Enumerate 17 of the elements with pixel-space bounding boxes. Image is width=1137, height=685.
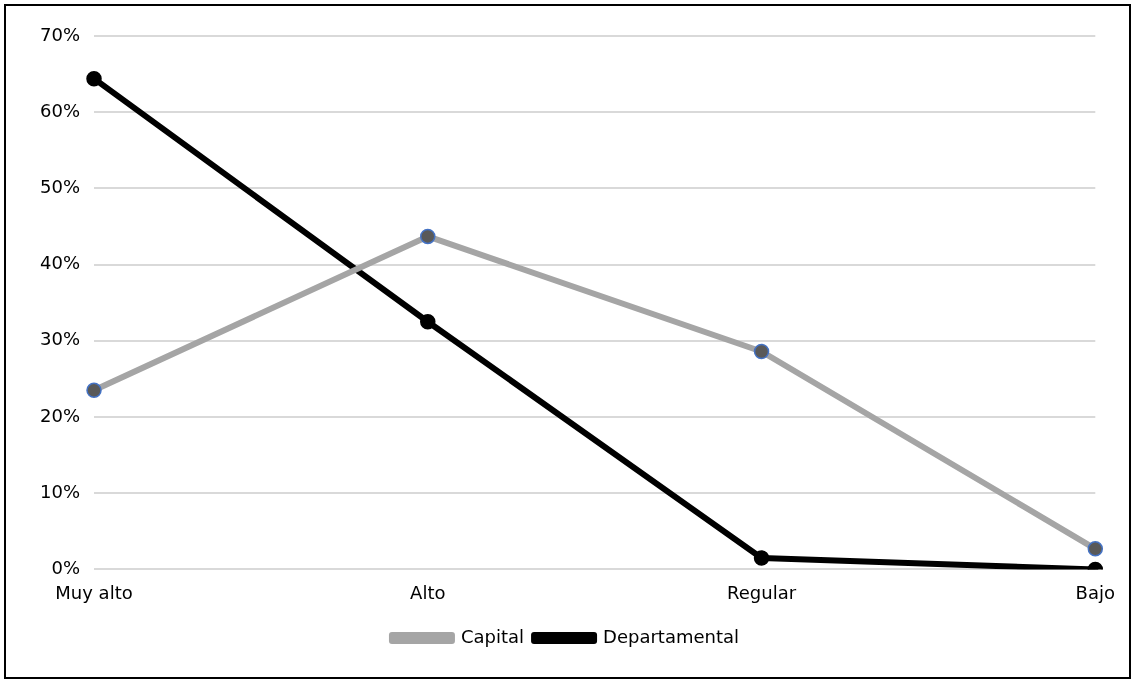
- y-tick-label: 70%: [39, 23, 81, 45]
- y-tick-label: 0%: [51, 557, 81, 579]
- point: [753, 550, 770, 566]
- y-tick-label: 40%: [39, 252, 81, 274]
- point: [420, 314, 436, 330]
- x-tick-label: Regular: [727, 581, 797, 603]
- x-tick-label: Muy alto: [55, 581, 133, 603]
- y-tick-label: 30%: [39, 328, 81, 350]
- legend-label: Capital: [460, 625, 525, 647]
- y-tick-label: 10%: [39, 480, 81, 502]
- x-tick-label: Bajo: [1075, 581, 1116, 603]
- y-tick-label: 60%: [39, 99, 81, 121]
- point: [86, 70, 102, 87]
- legend-label: Departamental: [603, 625, 740, 647]
- y-tick-label: 20%: [39, 404, 81, 426]
- y-tick-label: 50%: [39, 176, 81, 198]
- x-tick-label: Alto: [410, 581, 446, 603]
